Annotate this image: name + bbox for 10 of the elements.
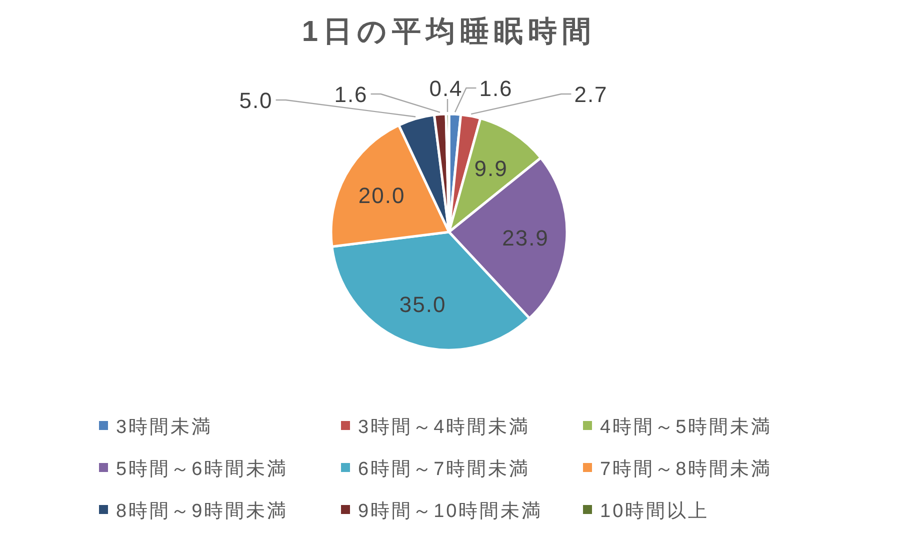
data-label: 5.0: [239, 88, 273, 113]
data-label: 9.9: [474, 156, 508, 181]
data-label: 2.7: [574, 82, 608, 107]
title: 1日の平均睡眠時間: [302, 16, 596, 48]
data-label: 20.0: [358, 182, 406, 208]
data-label: 0.4: [429, 76, 463, 101]
data-label: 23.9: [502, 225, 549, 250]
data-label: 1.6: [479, 76, 513, 101]
data-label: 35.0: [399, 292, 446, 318]
data-label: 1.6: [334, 82, 368, 107]
